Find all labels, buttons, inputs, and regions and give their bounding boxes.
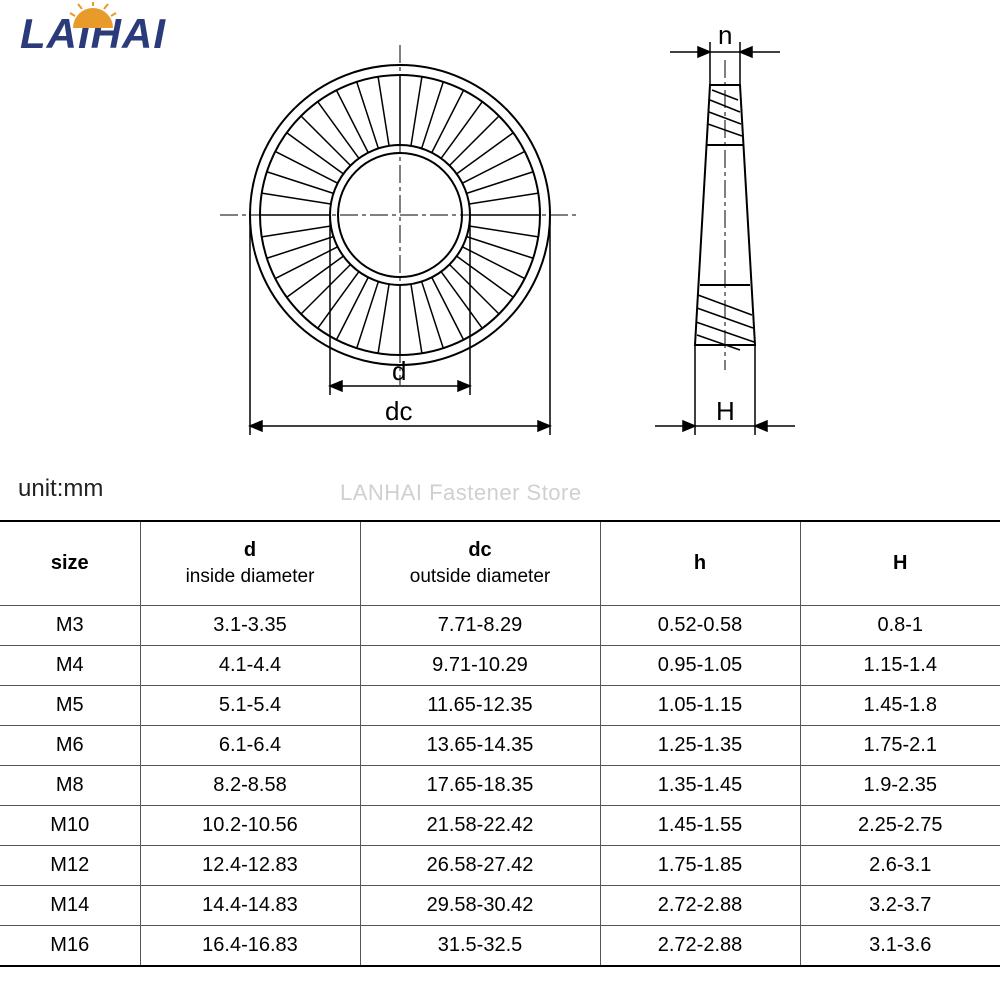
table-row: M1616.4-16.8331.5-32.52.72-2.883.1-3.6 [0, 925, 1000, 966]
col-header-size: size [0, 521, 140, 605]
cell-h: 1.05-1.15 [600, 685, 800, 725]
table-row: M1010.2-10.5621.58-22.421.45-1.552.25-2.… [0, 805, 1000, 845]
cell-size: M4 [0, 645, 140, 685]
cell-dc: 31.5-32.5 [360, 925, 600, 966]
cell-d: 5.1-5.4 [140, 685, 360, 725]
table-row: M88.2-8.5817.65-18.351.35-1.451.9-2.35 [0, 765, 1000, 805]
col-header-h: h [600, 521, 800, 605]
label-H: H [716, 396, 735, 426]
cell-d: 10.2-10.56 [140, 805, 360, 845]
cell-H: 1.15-1.4 [800, 645, 1000, 685]
cell-h: 1.25-1.35 [600, 725, 800, 765]
cell-h: 1.35-1.45 [600, 765, 800, 805]
cell-dc: 9.71-10.29 [360, 645, 600, 685]
cell-H: 1.75-2.1 [800, 725, 1000, 765]
col-header-dc: dc outside diameter [360, 521, 600, 605]
col-header-d: d inside diameter [140, 521, 360, 605]
cell-h: 0.95-1.05 [600, 645, 800, 685]
spec-table: size d inside diameter dc outside diamet… [0, 520, 1000, 967]
unit-label: unit:mm [18, 475, 103, 503]
cell-size: M3 [0, 605, 140, 645]
cell-d: 4.1-4.4 [140, 645, 360, 685]
cell-H: 3.1-3.6 [800, 925, 1000, 966]
cell-h: 1.75-1.85 [600, 845, 800, 885]
cell-d: 14.4-14.83 [140, 885, 360, 925]
brand-logo: LAIHAI [20, 10, 200, 58]
cell-h: 0.52-0.58 [600, 605, 800, 645]
logo-sun-icon [68, 2, 118, 30]
cell-d: 16.4-16.83 [140, 925, 360, 966]
cell-H: 1.45-1.8 [800, 685, 1000, 725]
table-row: M44.1-4.49.71-10.290.95-1.051.15-1.4 [0, 645, 1000, 685]
table-header-row: size d inside diameter dc outside diamet… [0, 521, 1000, 605]
cell-dc: 21.58-22.42 [360, 805, 600, 845]
cell-H: 2.6-3.1 [800, 845, 1000, 885]
table-row: M55.1-5.411.65-12.351.05-1.151.45-1.8 [0, 685, 1000, 725]
cell-d: 12.4-12.83 [140, 845, 360, 885]
cell-dc: 11.65-12.35 [360, 685, 600, 725]
cell-size: M10 [0, 805, 140, 845]
cell-h: 2.72-2.88 [600, 885, 800, 925]
cell-size: M6 [0, 725, 140, 765]
watermark-text: LANHAI Fastener Store [340, 480, 582, 506]
cell-d: 6.1-6.4 [140, 725, 360, 765]
cell-H: 3.2-3.7 [800, 885, 1000, 925]
cell-h: 1.45-1.55 [600, 805, 800, 845]
label-dc: dc [385, 396, 412, 426]
cell-H: 2.25-2.75 [800, 805, 1000, 845]
label-h: h [718, 30, 732, 50]
cell-dc: 13.65-14.35 [360, 725, 600, 765]
cell-h: 2.72-2.88 [600, 925, 800, 966]
cell-size: M16 [0, 925, 140, 966]
cell-size: M5 [0, 685, 140, 725]
cell-H: 0.8-1 [800, 605, 1000, 645]
cell-size: M14 [0, 885, 140, 925]
cell-d: 8.2-8.58 [140, 765, 360, 805]
table-row: M66.1-6.413.65-14.351.25-1.351.75-2.1 [0, 725, 1000, 765]
cell-dc: 29.58-30.42 [360, 885, 600, 925]
table-row: M33.1-3.357.71-8.290.52-0.580.8-1 [0, 605, 1000, 645]
col-header-H: H [800, 521, 1000, 605]
cell-H: 1.9-2.35 [800, 765, 1000, 805]
cell-dc: 7.71-8.29 [360, 605, 600, 645]
cell-d: 3.1-3.35 [140, 605, 360, 645]
front-view [220, 45, 580, 385]
cell-dc: 17.65-18.35 [360, 765, 600, 805]
cell-dc: 26.58-27.42 [360, 845, 600, 885]
cell-size: M12 [0, 845, 140, 885]
table-row: M1212.4-12.8326.58-27.421.75-1.852.6-3.1 [0, 845, 1000, 885]
side-view [695, 60, 755, 370]
label-d: d [392, 356, 406, 386]
cell-size: M8 [0, 765, 140, 805]
table-row: M1414.4-14.8329.58-30.422.72-2.883.2-3.7 [0, 885, 1000, 925]
technical-diagram: d dc [200, 30, 850, 450]
